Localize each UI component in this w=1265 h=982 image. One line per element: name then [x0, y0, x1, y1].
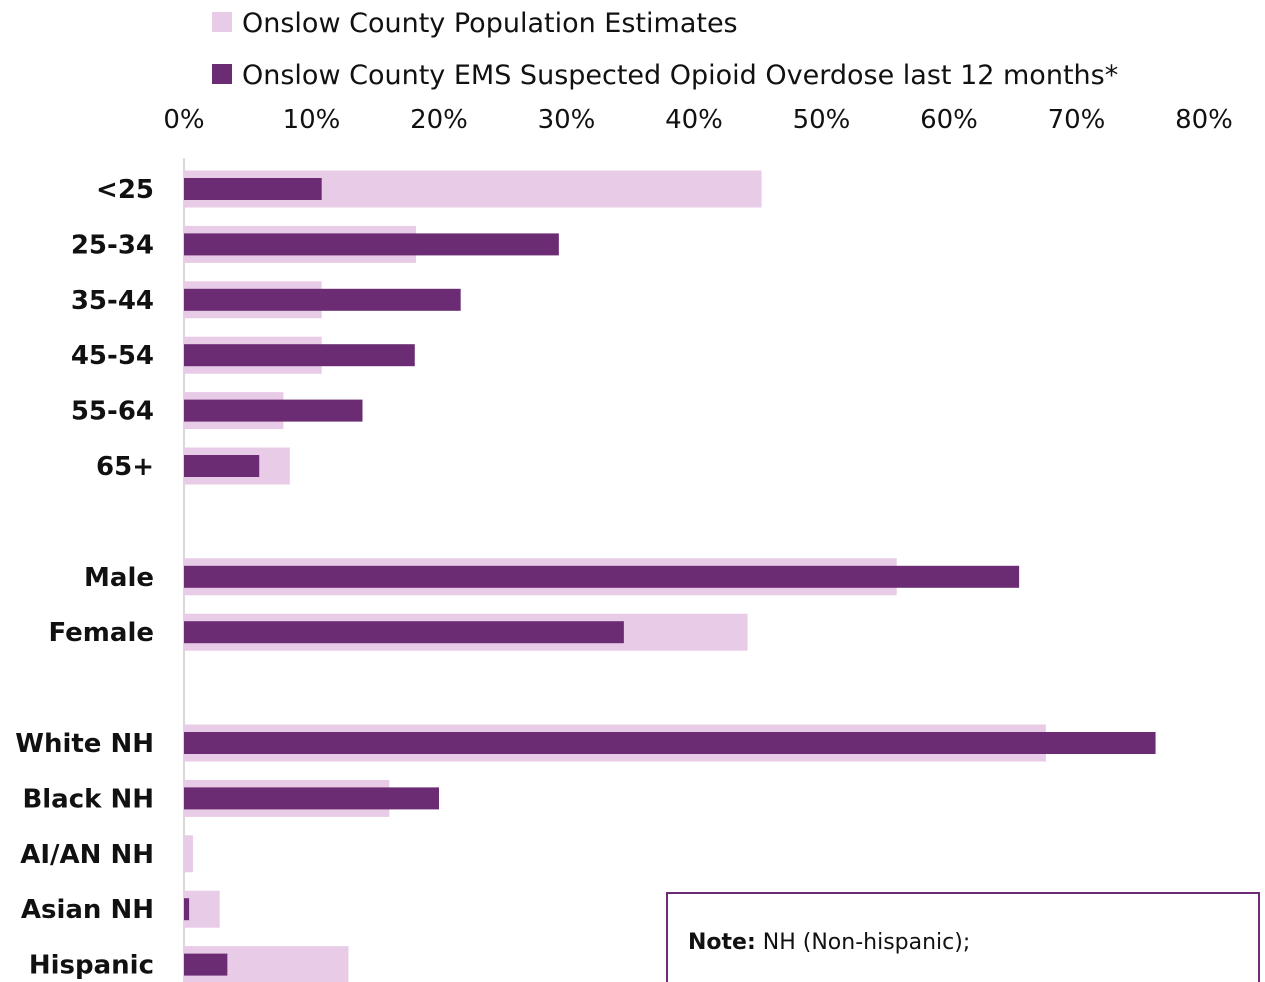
- bar-ems-white-nh: [184, 732, 1156, 754]
- bar-ems-black-nh: [184, 787, 439, 810]
- legend-label-ems: Onslow County EMS Suspected Opioid Overd…: [242, 60, 1118, 91]
- bar-ems-65: [184, 455, 260, 477]
- bar-ems-hispanic: [184, 953, 228, 976]
- bar-population-asian-nh: [184, 890, 220, 928]
- x-tick-label: 10%: [283, 105, 341, 135]
- x-axis-ticks: 0% 10% 20% 30% 40% 50% 60% 70% 80%: [163, 105, 1233, 135]
- note-body: NH (Non-hispanic);: [755, 930, 971, 955]
- category-label-asian-nh: Asian NH: [21, 895, 154, 925]
- category-labels: <25 25-34 35-44 45-54 55-64 65+ Male Female Whit…: [15, 175, 154, 981]
- category-label-45-54: 45-54: [71, 341, 154, 371]
- bar-ems-35-44: [184, 288, 461, 311]
- note-box: Note: NH (Non-hispanic);: [666, 892, 1260, 982]
- category-label-male: Male: [84, 563, 154, 593]
- note-label: Note:: [688, 930, 756, 955]
- bar-ems-45-54: [184, 344, 415, 367]
- category-label-hispanic: Hispanic: [29, 951, 154, 981]
- x-tick-label: 0%: [163, 105, 204, 135]
- category-label-female: Female: [48, 618, 154, 648]
- bar-ems-asian-nh: [184, 898, 190, 921]
- bar-ems-male: [184, 565, 1020, 588]
- category-label-65: 65+: [96, 452, 154, 482]
- x-tick-label: 30%: [538, 105, 596, 135]
- category-label-white-nh: White NH: [15, 729, 154, 759]
- category-label-25: <25: [96, 175, 154, 205]
- note-text: Note: NH (Non-hispanic);: [688, 930, 970, 955]
- category-label-ai-an-nh: AI/AN NH: [20, 840, 154, 870]
- x-tick-label: 20%: [410, 105, 468, 135]
- x-tick-label: 50%: [793, 105, 851, 135]
- category-label-25-34: 25-34: [71, 230, 154, 260]
- category-label-35-44: 35-44: [71, 286, 154, 316]
- legend-swatch-ems: [212, 64, 232, 84]
- legend-swatch-population: [212, 12, 232, 32]
- bar-ems-25: [184, 178, 322, 200]
- x-tick-label: 80%: [1175, 105, 1233, 135]
- bars-layer: [184, 170, 1156, 982]
- chart-legend: Onslow County Population Estimates Onslo…: [212, 8, 1118, 91]
- category-label-55-64: 55-64: [71, 397, 154, 427]
- bar-ems-25-34: [184, 233, 559, 256]
- category-label-black-nh: Black NH: [22, 784, 154, 814]
- x-tick-label: 40%: [665, 105, 723, 135]
- bar-ems-55-64: [184, 399, 363, 422]
- x-tick-label: 70%: [1048, 105, 1106, 135]
- x-tick-label: 60%: [920, 105, 978, 135]
- bar-ems-female: [184, 621, 624, 644]
- legend-label-population: Onslow County Population Estimates: [242, 8, 738, 39]
- bar-population-ai-an-nh: [184, 835, 193, 873]
